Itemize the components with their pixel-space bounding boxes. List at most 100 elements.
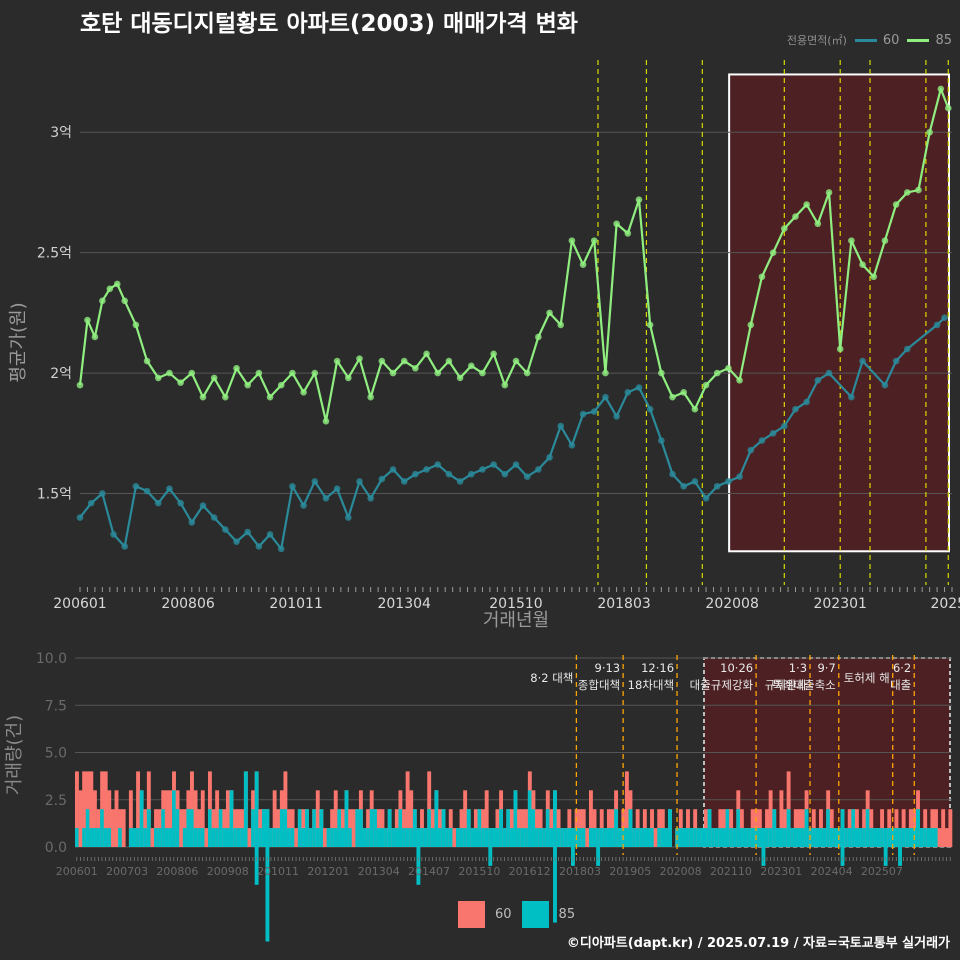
volume-bar-60 bbox=[779, 790, 784, 847]
legend-label-60: 60 bbox=[882, 32, 900, 48]
volume-bar-60 bbox=[204, 828, 209, 847]
data-point-85 bbox=[781, 225, 788, 232]
x-tick-label-top: 201304 bbox=[377, 596, 431, 612]
policy-annotation-label: 8·2 대책 bbox=[530, 671, 573, 685]
volume-bar-85 bbox=[405, 828, 410, 847]
volume-bar-85 bbox=[182, 828, 187, 847]
volume-bar-85 bbox=[132, 828, 137, 847]
volume-bar-85 bbox=[161, 809, 166, 847]
volume-bar-85 bbox=[427, 809, 432, 847]
volume-bar-85 bbox=[398, 809, 403, 847]
volume-bar-85 bbox=[549, 828, 554, 847]
volume-bar-85 bbox=[732, 828, 737, 847]
volume-bar-85 bbox=[118, 828, 123, 847]
volume-bar-85 bbox=[531, 809, 536, 847]
volume-bar-60 bbox=[121, 809, 126, 847]
policy-annotation-label: 1·3 bbox=[789, 661, 807, 675]
data-point-85 bbox=[322, 417, 330, 425]
volume-bar-85 bbox=[477, 809, 482, 847]
volume-bar-85 bbox=[517, 828, 521, 847]
volume-bar-85 bbox=[488, 828, 493, 866]
data-point-60 bbox=[177, 499, 184, 507]
legend-bottom-label-85: 85 bbox=[558, 907, 576, 922]
x-tick-label-top: 201011 bbox=[269, 596, 322, 612]
volume-bar-85 bbox=[678, 828, 683, 847]
data-point-60 bbox=[479, 466, 486, 473]
volume-bar-60 bbox=[82, 771, 87, 847]
volume-bar-85 bbox=[894, 828, 899, 847]
volume-bar-85 bbox=[635, 828, 640, 847]
x-tick-label-bottom: 201803 bbox=[559, 865, 601, 878]
volume-bar-85 bbox=[211, 828, 216, 847]
data-point-85 bbox=[188, 369, 196, 377]
volume-bar-85 bbox=[348, 828, 353, 847]
data-point-60 bbox=[378, 475, 386, 483]
volume-bar-85 bbox=[261, 809, 266, 847]
x-tick-label-top: 201510 bbox=[489, 596, 542, 612]
volume-bar-85 bbox=[233, 828, 238, 847]
x-tick-label-top: 202008 bbox=[705, 596, 758, 612]
volume-bar-85 bbox=[254, 771, 259, 885]
data-point-85 bbox=[557, 321, 565, 329]
y-tick-label-top: 1.5억 bbox=[37, 486, 72, 502]
data-point-60 bbox=[535, 466, 542, 473]
volume-bar-85 bbox=[495, 828, 500, 847]
volume-bar-85 bbox=[175, 809, 180, 847]
data-point-85 bbox=[255, 369, 263, 377]
x-tick-label-bottom: 202301 bbox=[760, 865, 802, 878]
volume-bar-60 bbox=[944, 828, 949, 847]
volume-bar-85 bbox=[394, 828, 399, 847]
data-point-85 bbox=[903, 189, 911, 196]
volume-bar-85 bbox=[434, 790, 439, 847]
volume-bar-85 bbox=[312, 809, 317, 847]
volume-bar-85 bbox=[840, 809, 845, 866]
volume-bar-85 bbox=[689, 828, 694, 847]
volume-bar-85 bbox=[207, 809, 212, 847]
volume-bar-85 bbox=[862, 828, 867, 847]
volume-bar-85 bbox=[833, 828, 838, 847]
volume-bar-85 bbox=[599, 828, 604, 847]
volume-bar-85 bbox=[402, 828, 406, 847]
data-point-60 bbox=[859, 357, 866, 365]
volume-bar-85 bbox=[811, 828, 816, 847]
data-point-60 bbox=[769, 429, 777, 437]
data-point-85 bbox=[210, 374, 218, 382]
data-point-60 bbox=[669, 470, 676, 478]
policy-annotation-label: 9·13 bbox=[595, 661, 621, 675]
volume-bar-85 bbox=[901, 828, 906, 847]
x-tick-label-top: 200806 bbox=[161, 596, 215, 612]
volume-bar-85 bbox=[930, 828, 935, 847]
data-point-85 bbox=[166, 369, 173, 377]
volume-bar-85 bbox=[887, 828, 892, 847]
volume-bar-85 bbox=[628, 809, 633, 847]
volume-bar-85 bbox=[872, 828, 877, 847]
volume-bar-85 bbox=[136, 828, 140, 847]
volume-bar-85 bbox=[337, 809, 342, 847]
volume-bar-85 bbox=[822, 828, 827, 847]
data-point-60 bbox=[367, 495, 374, 502]
data-point-60 bbox=[210, 514, 218, 521]
legend-box-60 bbox=[458, 901, 485, 928]
data-point-60 bbox=[289, 482, 296, 490]
volume-bar-85 bbox=[646, 828, 651, 847]
data-point-60 bbox=[747, 446, 755, 454]
volume-bar-85 bbox=[682, 828, 687, 847]
data-point-60 bbox=[132, 482, 140, 490]
data-point-85 bbox=[434, 369, 442, 377]
volume-bar-85 bbox=[919, 828, 924, 847]
data-point-85 bbox=[937, 85, 945, 93]
volume-bar-85 bbox=[775, 828, 780, 847]
data-point-85 bbox=[490, 350, 497, 358]
volume-bar-85 bbox=[107, 828, 112, 847]
data-point-85 bbox=[333, 357, 341, 365]
volume-bar-60 bbox=[588, 790, 593, 847]
data-point-60 bbox=[255, 543, 263, 550]
legend-swatch-85 bbox=[907, 38, 930, 42]
volume-bar-85 bbox=[502, 828, 507, 847]
volume-bar-85 bbox=[908, 828, 913, 847]
volume-bar-85 bbox=[319, 809, 324, 847]
volume-bar-60 bbox=[941, 809, 946, 847]
data-point-85 bbox=[691, 405, 699, 413]
volume-bar-85 bbox=[588, 828, 593, 847]
y-tick-label-bottom: 5.0 bbox=[45, 746, 67, 762]
